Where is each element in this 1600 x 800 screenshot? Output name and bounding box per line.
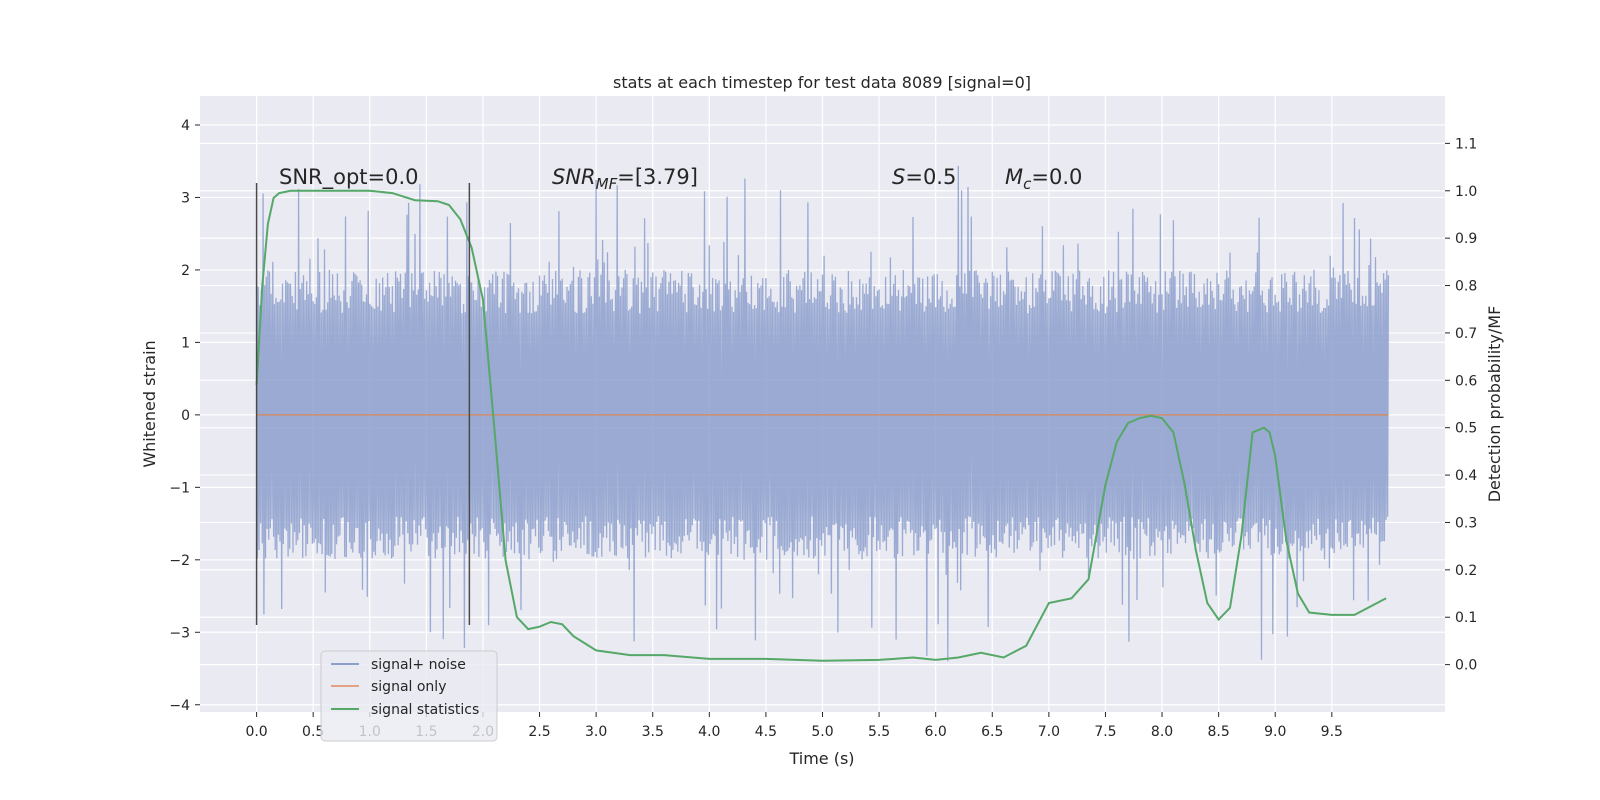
annotation-snr-opt: SNR_opt=0.0 — [279, 165, 419, 190]
x-tick-label: 3.5 — [642, 724, 664, 740]
legend: signal+ noise signal only signal statist… — [320, 650, 498, 742]
x-tick-label: 6.5 — [981, 724, 1003, 740]
y-tick-label: −2 — [169, 553, 190, 569]
vertical-markers — [255, 182, 471, 626]
annotation-snr-mf-symbol: SNR — [552, 165, 596, 189]
y-axis-ticks: 4 3 2 1 0 −1 −2 −3 −4 — [169, 118, 200, 714]
x-tick-label: 7.5 — [1094, 724, 1116, 740]
annotation-s-value: =0.5 — [905, 165, 956, 189]
y2-tick-label: 0.5 — [1455, 421, 1477, 437]
y2-axis-ticks: 1.1 1.0 0.9 0.8 0.7 0.6 0.5 0.4 0.3 0.2 0.1 0.0 — [1445, 136, 1477, 674]
x-tick-label: 0.5 — [302, 724, 324, 740]
legend-label-signal-noise: signal+ noise — [371, 657, 466, 673]
legend-box — [320, 650, 498, 742]
annotation-s: S=0.5 — [892, 165, 956, 189]
x-tick-label: 8.0 — [1151, 724, 1173, 740]
annotation-snr-mf-subscript: MF — [596, 175, 618, 193]
y2-tick-label: 0.6 — [1455, 373, 1477, 389]
legend-label-signal-only: signal only — [371, 679, 446, 695]
y-tick-label: 3 — [181, 190, 190, 206]
chart-title: stats at each timestep for test data 808… — [613, 73, 1031, 92]
annotation-snr-mf: SNRMF=[3.79] — [552, 165, 698, 193]
x-tick-label: 4.0 — [698, 724, 720, 740]
x-tick-label: 0.0 — [245, 724, 267, 740]
x-tick-label: 7.0 — [1038, 724, 1060, 740]
y-tick-label: −4 — [169, 698, 190, 714]
annotation-mc-subscript: c — [1023, 175, 1032, 193]
y-axis-label: Whitened strain — [140, 340, 159, 467]
series-signal-statistics-line — [255, 189, 1387, 662]
x-tick-label: 4.5 — [755, 724, 777, 740]
y2-tick-label: 0.7 — [1455, 326, 1477, 342]
annotation-mc: Mc=0.0 — [1005, 165, 1082, 193]
annotation-mc-symbol: M — [1005, 165, 1023, 189]
x-tick-label: 9.5 — [1321, 724, 1343, 740]
y-tick-label: 4 — [181, 118, 190, 134]
y-tick-label: 1 — [181, 335, 190, 351]
annotation-snr-mf-value: =[3.79] — [617, 165, 698, 189]
y2-tick-label: 1.0 — [1455, 184, 1477, 200]
x-tick-label: 8.5 — [1208, 724, 1230, 740]
y-tick-label: 0 — [181, 408, 190, 424]
y2-tick-label: 0.1 — [1455, 610, 1477, 626]
x-tick-label: 6.0 — [925, 724, 947, 740]
y-tick-label: −1 — [169, 480, 190, 496]
x-tick-label: 5.0 — [811, 724, 833, 740]
annotation-mc-value: =0.0 — [1031, 165, 1082, 189]
y2-tick-label: 0.2 — [1455, 563, 1477, 579]
legend-label-signal-statistics: signal statistics — [371, 702, 479, 718]
y-tick-label: −3 — [169, 625, 190, 641]
x-tick-label: 2.5 — [528, 724, 550, 740]
y2-tick-label: 0.3 — [1455, 515, 1477, 531]
x-tick-label: 5.5 — [868, 724, 890, 740]
y2-tick-label: 0.4 — [1455, 468, 1477, 484]
y-tick-label: 2 — [181, 263, 190, 279]
x-axis-label: Time (s) — [788, 749, 854, 768]
x-tick-label: 3.0 — [585, 724, 607, 740]
annotation-s-symbol: S — [892, 165, 905, 189]
y2-axis-label: Detection probability/MF — [1485, 306, 1504, 503]
y2-tick-label: 0.8 — [1455, 279, 1477, 295]
y2-tick-label: 1.1 — [1455, 136, 1477, 152]
y2-tick-label: 0.0 — [1455, 658, 1477, 674]
x-tick-label: 9.0 — [1264, 724, 1286, 740]
y2-tick-label: 0.9 — [1455, 231, 1477, 247]
series-signal-noise-line — [255, 165, 1390, 662]
